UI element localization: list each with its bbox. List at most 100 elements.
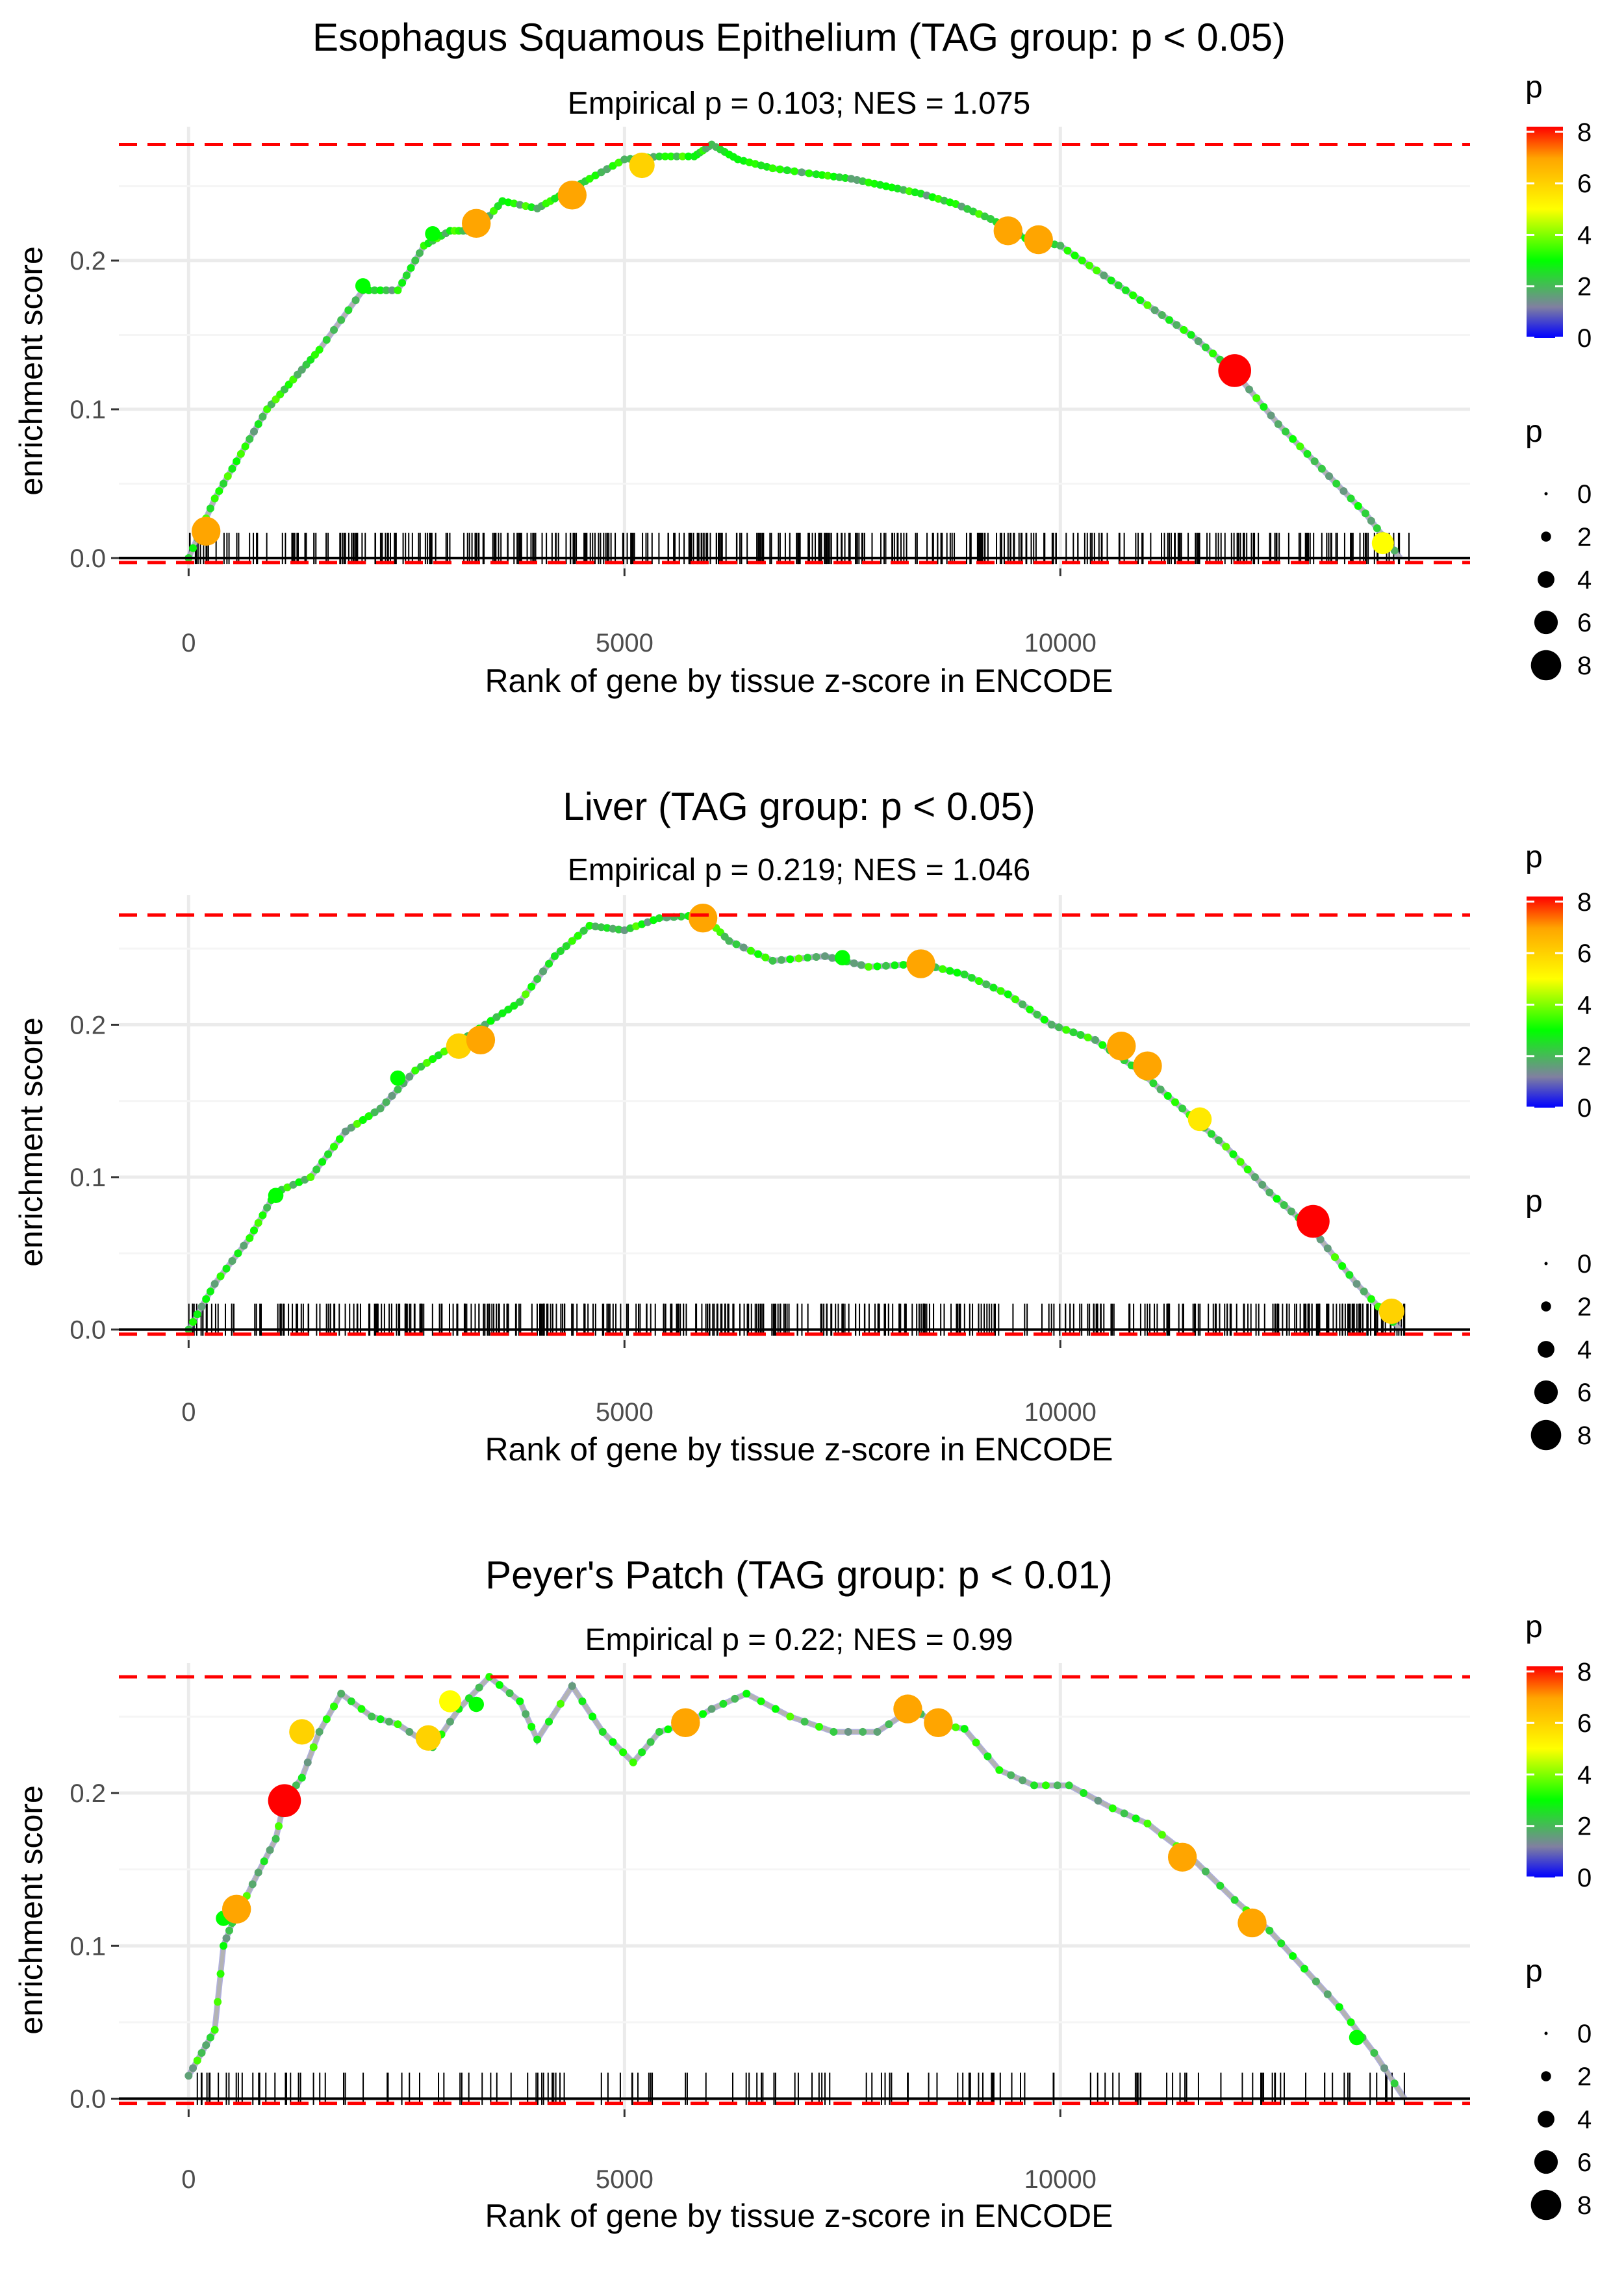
gene-point (859, 177, 867, 185)
gene-point (591, 172, 600, 180)
gene-point (359, 1116, 367, 1125)
size-legend-dot (1544, 2031, 1548, 2035)
gene-point (1158, 311, 1166, 320)
gene-point (1076, 1031, 1085, 1039)
gene-point (370, 1108, 379, 1117)
size-legend-label: 6 (1577, 2148, 1592, 2177)
gene-point (527, 1723, 536, 1731)
gene-point (394, 286, 402, 294)
gene-point (353, 1119, 361, 1128)
gene-point (963, 205, 972, 213)
gene-point (402, 271, 411, 279)
panel-subtitle: Empirical p = 0.22; NES = 0.99 (585, 1623, 1013, 1657)
size-legend-dot (1534, 2150, 1558, 2174)
gene-point (952, 200, 960, 209)
gene-point (1143, 301, 1152, 309)
gene-point (344, 306, 353, 314)
gene-point (615, 925, 623, 934)
gene-point (347, 1697, 355, 1705)
gene-point (870, 179, 879, 188)
gene-point (1367, 1295, 1375, 1303)
gene-point (266, 1846, 274, 1854)
gene-point (1287, 1207, 1295, 1215)
gene-point (1033, 1010, 1041, 1019)
gene-point (376, 1715, 385, 1724)
size-legend-label: 8 (1577, 2191, 1592, 2220)
gene-point (263, 1203, 272, 1212)
gene-point (996, 987, 1005, 995)
colorbar-tick-label: 0 (1577, 1094, 1592, 1123)
gene-point (1230, 1896, 1239, 1904)
gene-point (522, 1710, 530, 1718)
highlight-point (461, 209, 491, 238)
gene-point (1332, 479, 1341, 488)
size-legend-label: 6 (1577, 1379, 1592, 1407)
gene-point (388, 286, 396, 294)
gene-point (873, 1727, 882, 1736)
legend-group: p 0 2 4 6 8 p 0 2 4 6 8 (1525, 70, 1592, 681)
size-legend-dot (1530, 1419, 1562, 1451)
gene-point (1158, 1831, 1166, 1839)
gene-point (1370, 2048, 1378, 2057)
colorbar-tick-label: 8 (1577, 1658, 1592, 1686)
highlight-point (557, 181, 587, 210)
gene-point (672, 152, 681, 160)
gene-point (603, 165, 611, 173)
gene-point (1310, 457, 1319, 466)
legends: p 0 2 4 6 8 p 0 2 4 6 8 p 0 2 4 6 8 p 0 2 4 6 8 p 0 2 4 6 8 p 0 2 4 6 8 (1525, 70, 1592, 2220)
gene-point (725, 937, 733, 945)
gene-point (1080, 1788, 1088, 1797)
highlight-point (268, 1784, 301, 1818)
gene-point (210, 2026, 219, 2034)
y-tick-label: 0.0 (70, 1316, 106, 1345)
gene-point (911, 188, 919, 197)
y-tick-label: 0.1 (70, 1164, 106, 1192)
gene-point (556, 947, 565, 956)
gene-point (272, 1835, 280, 1843)
colorbar (1527, 1666, 1563, 1877)
size-legend-label: 8 (1577, 652, 1592, 680)
gene-point (260, 1857, 268, 1866)
gene-point (585, 921, 594, 930)
gene-point (1194, 337, 1202, 346)
gene-point (335, 1135, 344, 1143)
gene-point (1091, 1036, 1099, 1044)
size-legend-label: 4 (1577, 1336, 1592, 1364)
gene-point (1338, 1262, 1347, 1270)
highlight-point (425, 226, 440, 242)
highlight-point (446, 1033, 472, 1059)
gene-point (1173, 321, 1181, 329)
gene-point (1373, 524, 1381, 533)
gene-point (661, 152, 669, 160)
highlight-point (355, 278, 371, 294)
gene-point (1093, 266, 1101, 275)
gene-point (1149, 1079, 1158, 1088)
panel-title: Esophagus Squamous Epithelium (TAG group… (312, 16, 1286, 59)
highlight-point (222, 1894, 251, 1924)
enrichment-curve (186, 913, 1402, 1331)
gene-point (1209, 350, 1217, 358)
size-legend-label: 0 (1577, 1250, 1592, 1278)
gene-point (1121, 286, 1130, 294)
gene-point (591, 922, 600, 931)
gene-point (1303, 450, 1312, 458)
gene-point (545, 960, 553, 968)
gene-point (1277, 1939, 1286, 1948)
colorbar-tick-label: 0 (1577, 1864, 1592, 1892)
gene-point (446, 1718, 454, 1726)
gene-point (1069, 1028, 1078, 1037)
gene-point (193, 2056, 201, 2065)
colorbar-tick-label: 4 (1577, 221, 1592, 249)
gene-point (1129, 291, 1137, 299)
gene-point (777, 956, 785, 964)
size-legend-dot (1541, 531, 1551, 542)
gene-point (429, 1055, 437, 1063)
gene-point (1055, 1023, 1063, 1032)
gene-point (585, 175, 594, 183)
y-tick-label: 0.1 (70, 396, 106, 424)
colorbar-tick-label: 2 (1577, 1043, 1592, 1071)
gene-point (1108, 1804, 1117, 1813)
gene-point (835, 173, 844, 181)
